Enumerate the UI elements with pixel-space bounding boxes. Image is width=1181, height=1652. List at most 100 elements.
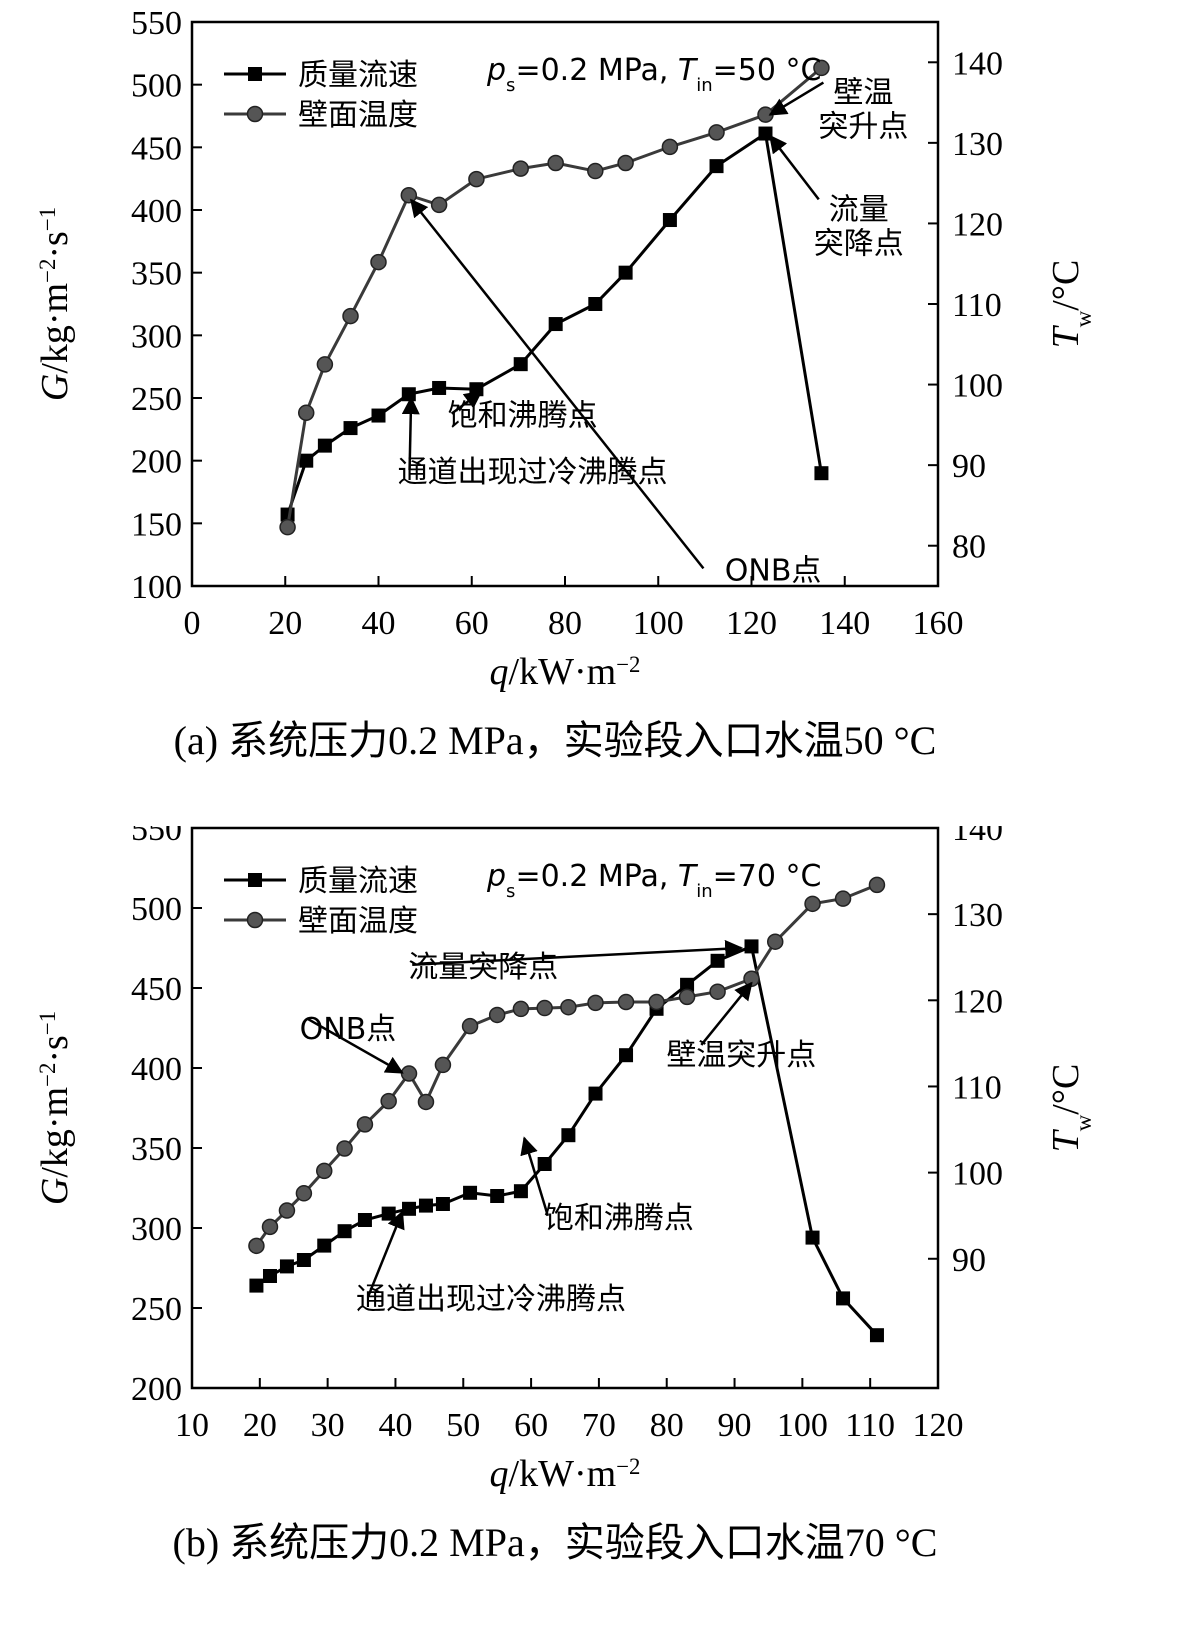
square-marker xyxy=(371,408,386,423)
x-tick-label: 160 xyxy=(913,605,964,642)
x-tick-label: 80 xyxy=(650,1407,684,1444)
square-marker xyxy=(710,953,725,968)
square-marker xyxy=(513,1184,528,1199)
y2-tick-label: 140 xyxy=(952,45,1003,82)
square-marker xyxy=(343,421,358,436)
square-marker xyxy=(662,213,677,228)
circle-marker xyxy=(617,993,635,1011)
square-marker xyxy=(262,1269,277,1283)
x-tick-label: 60 xyxy=(455,605,489,642)
square-marker xyxy=(381,1206,396,1221)
square-marker xyxy=(463,1185,478,1200)
circle-marker xyxy=(661,138,679,156)
circle-marker xyxy=(813,59,830,77)
square-marker xyxy=(402,1201,417,1216)
y2-tick-label: 100 xyxy=(952,1156,1003,1193)
x-tick-label: 40 xyxy=(378,1407,412,1444)
annotation-label: 流量突降点 xyxy=(814,192,904,261)
square-marker xyxy=(418,1198,433,1213)
y-tick-label: 550 xyxy=(131,5,182,42)
condition-text: ps=0.2 MPa, Tin=70 °C xyxy=(486,859,821,902)
circle-marker xyxy=(587,994,604,1012)
y2-tick-label: 110 xyxy=(952,287,1002,324)
y2-tick-label: 100 xyxy=(952,368,1003,405)
circle-marker xyxy=(560,998,577,1016)
square-marker xyxy=(869,1328,884,1343)
x-tick-label: 140 xyxy=(819,605,870,642)
x-tick-label: 30 xyxy=(311,1407,345,1444)
circle-marker xyxy=(336,1140,353,1157)
circle-marker xyxy=(547,154,564,172)
x-tick-label: 90 xyxy=(718,1407,752,1444)
legend-label: 壁面温度 xyxy=(298,98,418,133)
y-tick-label: 250 xyxy=(131,381,182,418)
circle-marker xyxy=(512,1000,530,1018)
y2-axis-title: Tw/°C xyxy=(1045,260,1096,349)
y-tick-label: 150 xyxy=(131,506,182,543)
y-tick-label: 200 xyxy=(131,1371,182,1408)
annotation-arrow xyxy=(366,1210,405,1298)
circle-marker xyxy=(648,993,665,1011)
y-tick-label: 200 xyxy=(131,444,182,481)
annotation-arrow xyxy=(401,396,420,471)
y2-tick-label: 120 xyxy=(952,206,1003,243)
circle-marker xyxy=(342,307,359,325)
circle-marker xyxy=(400,1065,418,1082)
circle-marker xyxy=(868,876,886,894)
y-tick-label: 100 xyxy=(131,569,182,606)
x-tick-label: 100 xyxy=(777,1407,828,1444)
annotation-label: 流量突降点 xyxy=(408,950,558,985)
y-tick-label: 400 xyxy=(131,1051,182,1088)
chart-a: 0 20 40 60 80 100 120 140 160 100 150 200 250 300 350 4… xyxy=(34,5,1096,763)
y-axis-title: G/kg·m−2·s−1 xyxy=(34,207,76,401)
y2-tick-label: 110 xyxy=(952,1069,1002,1106)
annotation-label: 壁温突升点 xyxy=(666,1038,816,1073)
square-marker xyxy=(490,1189,505,1203)
y-tick-label: 500 xyxy=(131,891,182,928)
x-tick-label: 10 xyxy=(175,1407,209,1444)
annotation-arrow xyxy=(769,134,820,201)
square-marker xyxy=(513,357,528,372)
annotation-arrow xyxy=(307,1017,404,1074)
circle-marker xyxy=(708,124,725,141)
y-tick-label: 400 xyxy=(131,193,182,230)
annotation-label: 通道出现过冷沸腾点 xyxy=(398,455,668,490)
square-marker xyxy=(709,159,724,174)
square-marker xyxy=(435,1197,450,1211)
y-tick-label: 300 xyxy=(131,318,182,355)
square-marker xyxy=(758,126,773,141)
condition-text: ps=0.2 MPa, Tin=50 °C xyxy=(486,53,821,96)
circle-marker xyxy=(434,1056,452,1074)
y-tick-label: 550 xyxy=(131,826,182,848)
square-marker xyxy=(317,438,332,453)
x-tick-label: 20 xyxy=(243,1407,277,1444)
x-tick-label: 60 xyxy=(514,1407,548,1444)
circle-marker xyxy=(417,1093,435,1111)
x-tick-label: 110 xyxy=(845,1407,895,1444)
circle-marker xyxy=(678,988,696,1006)
x-tick-label: 0 xyxy=(184,605,201,642)
annotation-arrow xyxy=(520,1136,550,1217)
circle-marker xyxy=(278,1202,296,1219)
circle-marker xyxy=(536,999,553,1017)
legend-label: 质量流速 xyxy=(298,58,418,93)
y-tick-label: 450 xyxy=(131,130,182,167)
square-marker xyxy=(814,466,829,481)
x-tick-label: 70 xyxy=(582,1407,616,1444)
square-marker xyxy=(618,265,633,280)
circle-marker xyxy=(766,933,784,950)
square-marker xyxy=(337,1224,352,1239)
circle-marker xyxy=(370,253,387,271)
legend-circle-marker xyxy=(246,911,264,929)
square-marker xyxy=(432,380,447,395)
square-marker xyxy=(299,453,314,468)
legend-label: 质量流速 xyxy=(298,864,418,899)
circle-marker xyxy=(430,196,448,214)
annotation-arrow xyxy=(768,81,825,116)
x-tick-label: 100 xyxy=(633,605,684,642)
square-marker xyxy=(317,1238,332,1253)
square-marker xyxy=(680,977,695,992)
circle-marker xyxy=(295,1185,313,1202)
y-axis-title: G/kg·m−2·s−1 xyxy=(34,1011,76,1205)
annotation-label: 饱和沸腾点 xyxy=(544,1201,694,1236)
